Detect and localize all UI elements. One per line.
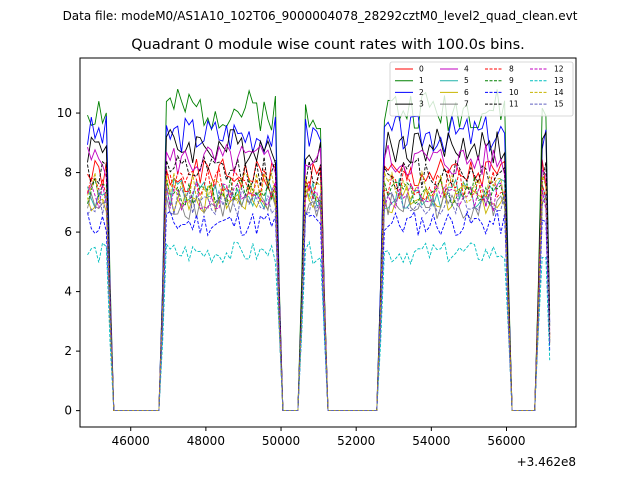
legend-label: 12	[554, 65, 564, 74]
legend-label: 11	[509, 100, 519, 109]
series-line-15	[87, 186, 551, 412]
suptitle: Data file: modeM0/AS1A10_102T06_90000040…	[63, 9, 578, 23]
series-line-13	[87, 240, 551, 412]
legend-label: 7	[464, 100, 469, 109]
y-tick-label: 0	[64, 404, 72, 418]
legend-label: 13	[554, 76, 564, 85]
x-tick-label: 54000	[412, 434, 450, 448]
legend-label: 10	[509, 88, 519, 97]
legend-box	[389, 61, 574, 117]
x-tick-label: 48000	[187, 434, 225, 448]
x-tick-label: 46000	[112, 434, 150, 448]
axis-layer: 46000 48000 50000 52000 54000 56000 0 2 4 6 8 10	[57, 106, 526, 448]
plot-area	[80, 58, 576, 427]
legend-label: 4	[464, 65, 469, 74]
legend-label: 1	[419, 76, 424, 85]
y-tick-label: 10	[57, 106, 72, 120]
series-line-14	[87, 170, 551, 412]
x-tick-label: 52000	[337, 434, 375, 448]
legend-label: 14	[554, 88, 564, 97]
legend-label: 9	[509, 76, 514, 85]
x-tick-label: 50000	[262, 434, 300, 448]
x-tick-label: 56000	[487, 434, 525, 448]
legend-label: 3	[419, 100, 424, 109]
legend-label: 2	[419, 88, 424, 97]
y-tick-label: 4	[64, 285, 72, 299]
chart-title: Quadrant 0 module wise count rates with …	[131, 37, 525, 53]
x-offset-label: +3.462e8	[517, 455, 576, 469]
y-tick-label: 2	[64, 344, 72, 358]
y-tick-label: 6	[64, 225, 72, 239]
legend-label: 15	[554, 100, 564, 109]
legend-label: 5	[464, 76, 469, 85]
y-tick-label: 8	[64, 166, 72, 180]
legend-label: 6	[464, 88, 469, 97]
series-layer	[87, 88, 551, 412]
plot-frame	[79, 57, 577, 428]
legend-label: 0	[419, 65, 424, 74]
legend-label: 8	[509, 65, 514, 74]
series-line-8	[87, 167, 551, 412]
